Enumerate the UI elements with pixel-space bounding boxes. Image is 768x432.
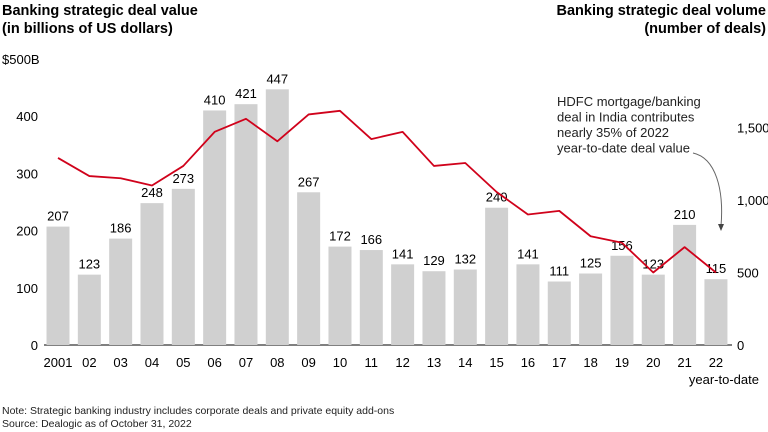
bar — [171, 188, 195, 345]
bar — [46, 226, 70, 345]
annotation-text: deal in India contributes — [557, 110, 695, 125]
bar-data-label: 267 — [298, 174, 320, 189]
bar — [516, 264, 540, 345]
bar-data-label: 141 — [517, 246, 539, 261]
bar — [77, 274, 101, 345]
bar — [547, 281, 571, 345]
right-title-text: Banking strategic deal volume — [556, 3, 766, 19]
bar-data-label: 115 — [706, 261, 727, 276]
x-tick-label: 17 — [552, 355, 566, 370]
bar — [610, 255, 634, 345]
bar — [109, 238, 133, 345]
left-title-text: Banking strategic deal value — [2, 3, 198, 19]
x-tick-label: 05 — [176, 355, 190, 370]
annotation-text: HDFC mortgage/banking — [557, 94, 701, 109]
bar-data-label: 172 — [329, 229, 351, 244]
right-tick-label: 1,000 — [737, 193, 768, 208]
annotation-text: year-to-date deal value — [557, 141, 690, 156]
x-tick-label: 10 — [333, 355, 347, 370]
bar — [704, 279, 728, 345]
x-tick-label: 14 — [458, 355, 472, 370]
source: Source: Dealogic as of October 31, 2022 — [2, 418, 192, 430]
bar — [641, 274, 665, 345]
x-tick-label: 19 — [615, 355, 629, 370]
bar-data-label: 240 — [486, 190, 508, 205]
x-tick-label: 21 — [677, 355, 691, 370]
bar-data-label: 132 — [454, 251, 476, 266]
left-tick-label: 100 — [16, 281, 38, 296]
x-tick-label: 22 — [709, 355, 723, 370]
bar-data-label: 166 — [360, 232, 382, 247]
bar-data-label: 248 — [141, 185, 163, 200]
bar — [203, 110, 227, 345]
right-title: Banking strategic deal volume (number of… — [556, 2, 766, 38]
left-tick-label: 200 — [16, 224, 38, 239]
bar — [391, 264, 415, 345]
bar-data-label: 210 — [674, 207, 696, 222]
x-tick-label: 15 — [489, 355, 503, 370]
bar — [265, 89, 289, 345]
x-tick-label: 07 — [239, 355, 253, 370]
bar-data-label: 186 — [110, 221, 132, 236]
bar-data-label: 421 — [235, 86, 257, 101]
x-tick-label: 09 — [301, 355, 315, 370]
annotation-arrow — [692, 152, 723, 227]
bar — [453, 269, 477, 345]
right-tick-label: 500 — [737, 266, 759, 281]
bar — [328, 246, 352, 345]
bar-data-label: 141 — [392, 246, 414, 261]
left-tick-label: $500B — [2, 52, 40, 67]
bar-data-label: 111 — [549, 264, 569, 279]
x-tick-label: 02 — [82, 355, 96, 370]
left-tick-label: 400 — [16, 109, 38, 124]
x-tick-label: 20 — [646, 355, 660, 370]
x-tick-label: 11 — [365, 355, 379, 370]
right-tick-label: 0 — [737, 338, 744, 353]
bar — [359, 250, 383, 345]
bar-data-label: 207 — [47, 209, 69, 224]
bar-data-label: 273 — [172, 171, 194, 186]
left-title: Banking strategic deal value (in billion… — [2, 2, 198, 38]
bar — [140, 203, 164, 345]
x-tick-sublabel: year-to-date — [689, 372, 759, 387]
bar-data-label: 410 — [204, 92, 226, 107]
bar — [297, 192, 321, 345]
left-tick-label: 0 — [31, 338, 38, 353]
annotation-arrowhead — [718, 224, 724, 231]
x-tick-label: 04 — [145, 355, 159, 370]
bar — [234, 104, 258, 345]
right-tick-label: 1,500 — [737, 121, 768, 136]
bar-data-label: 129 — [423, 253, 445, 268]
x-tick-label: 06 — [207, 355, 221, 370]
annotation-text: nearly 35% of 2022 — [557, 125, 669, 140]
x-tick-label: 13 — [427, 355, 441, 370]
bar-data-label: 123 — [78, 257, 100, 272]
bar — [485, 207, 509, 345]
x-tick-label: 08 — [270, 355, 284, 370]
deal-volume-line — [57, 109, 717, 274]
x-tick-label: 16 — [521, 355, 535, 370]
x-tick-label: 03 — [113, 355, 127, 370]
bar-data-label: 125 — [580, 256, 602, 271]
x-tick-label: 12 — [395, 355, 409, 370]
left-subtitle: (in billions of US dollars) — [2, 21, 173, 37]
x-tick-label: 2001 — [44, 355, 73, 370]
x-tick-label: 18 — [583, 355, 597, 370]
bar — [673, 224, 697, 345]
bar-data-label: 447 — [266, 71, 288, 86]
right-subtitle: (number of deals) — [644, 21, 766, 37]
left-tick-label: 300 — [16, 166, 38, 181]
footnote: Note: Strategic banking industry include… — [2, 405, 395, 417]
bar — [422, 271, 446, 345]
bar — [579, 273, 603, 345]
